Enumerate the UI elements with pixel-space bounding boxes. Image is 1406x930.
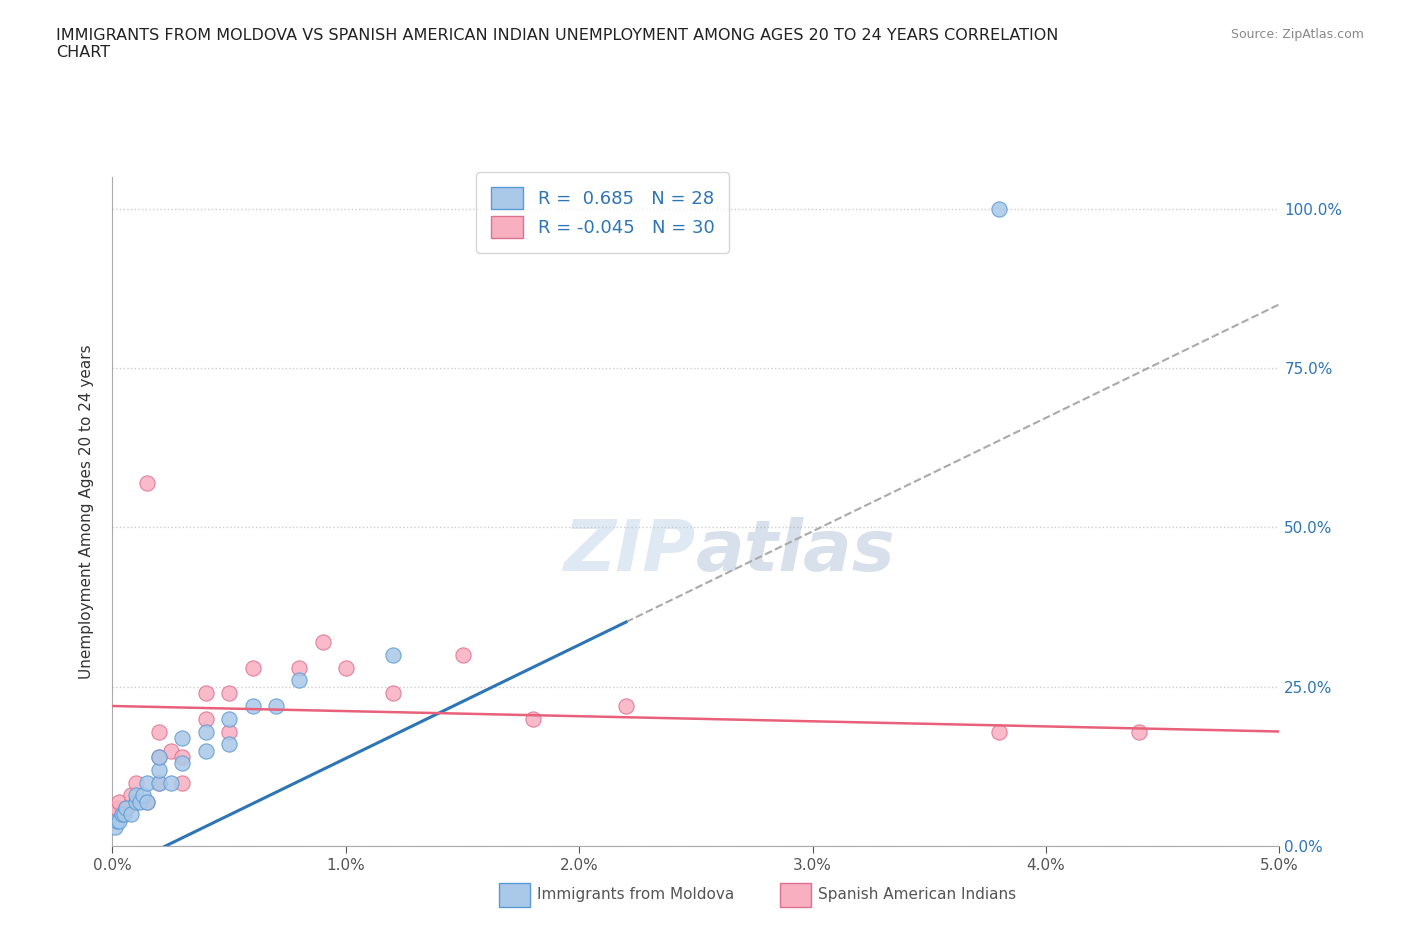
Point	[988, 724, 1011, 739]
Text: Spanish American Indians: Spanish American Indians	[818, 887, 1017, 902]
Point	[136, 475, 159, 490]
Point	[111, 807, 134, 822]
Point	[614, 698, 637, 713]
Text: IMMIGRANTS FROM MOLDOVA VS SPANISH AMERICAN INDIAN UNEMPLOYMENT AMONG AGES 20 TO: IMMIGRANTS FROM MOLDOVA VS SPANISH AMERI…	[56, 28, 1059, 60]
Point	[148, 763, 170, 777]
Point	[125, 775, 148, 790]
Point	[148, 724, 170, 739]
Point	[105, 814, 128, 829]
Legend: R =  0.685   N = 28, R = -0.045   N = 30: R = 0.685 N = 28, R = -0.045 N = 30	[477, 172, 728, 253]
Point	[194, 711, 217, 726]
Point	[311, 635, 333, 650]
Point	[136, 794, 159, 809]
Point	[381, 647, 404, 662]
Text: Immigrants from Moldova: Immigrants from Moldova	[537, 887, 734, 902]
Point	[108, 794, 131, 809]
Point	[105, 801, 128, 816]
Point	[288, 673, 311, 688]
Point	[264, 698, 287, 713]
Point	[108, 814, 131, 829]
Point	[1128, 724, 1150, 739]
Point	[218, 737, 240, 751]
Point	[172, 750, 194, 764]
Point	[120, 807, 142, 822]
Y-axis label: Unemployment Among Ages 20 to 24 years: Unemployment Among Ages 20 to 24 years	[79, 344, 94, 679]
Point	[288, 660, 311, 675]
Point	[136, 794, 159, 809]
Point	[451, 647, 474, 662]
Point	[132, 788, 155, 803]
Point	[129, 794, 152, 809]
Point	[218, 711, 240, 726]
Point	[115, 801, 138, 816]
Text: ZIP: ZIP	[564, 517, 696, 586]
Text: Source: ZipAtlas.com: Source: ZipAtlas.com	[1230, 28, 1364, 41]
Point	[148, 750, 170, 764]
Point	[194, 724, 217, 739]
Point	[381, 685, 404, 700]
Point	[160, 743, 183, 758]
Point	[104, 819, 127, 834]
Point	[112, 807, 135, 822]
Text: atlas: atlas	[696, 517, 896, 586]
Point	[112, 807, 135, 822]
Point	[988, 201, 1011, 216]
Point	[136, 775, 159, 790]
Point	[335, 660, 357, 675]
Point	[194, 685, 217, 700]
Point	[104, 807, 127, 822]
Point	[172, 730, 194, 745]
Point	[148, 775, 170, 790]
Point	[148, 750, 170, 764]
Point	[125, 788, 148, 803]
Point	[242, 660, 264, 675]
Point	[120, 788, 142, 803]
Point	[148, 775, 170, 790]
Point	[522, 711, 544, 726]
Point	[218, 685, 240, 700]
Point	[125, 794, 148, 809]
Point	[194, 743, 217, 758]
Point	[172, 775, 194, 790]
Point	[125, 794, 148, 809]
Point	[160, 775, 183, 790]
Point	[218, 724, 240, 739]
Point	[172, 756, 194, 771]
Point	[242, 698, 264, 713]
Point	[115, 801, 138, 816]
